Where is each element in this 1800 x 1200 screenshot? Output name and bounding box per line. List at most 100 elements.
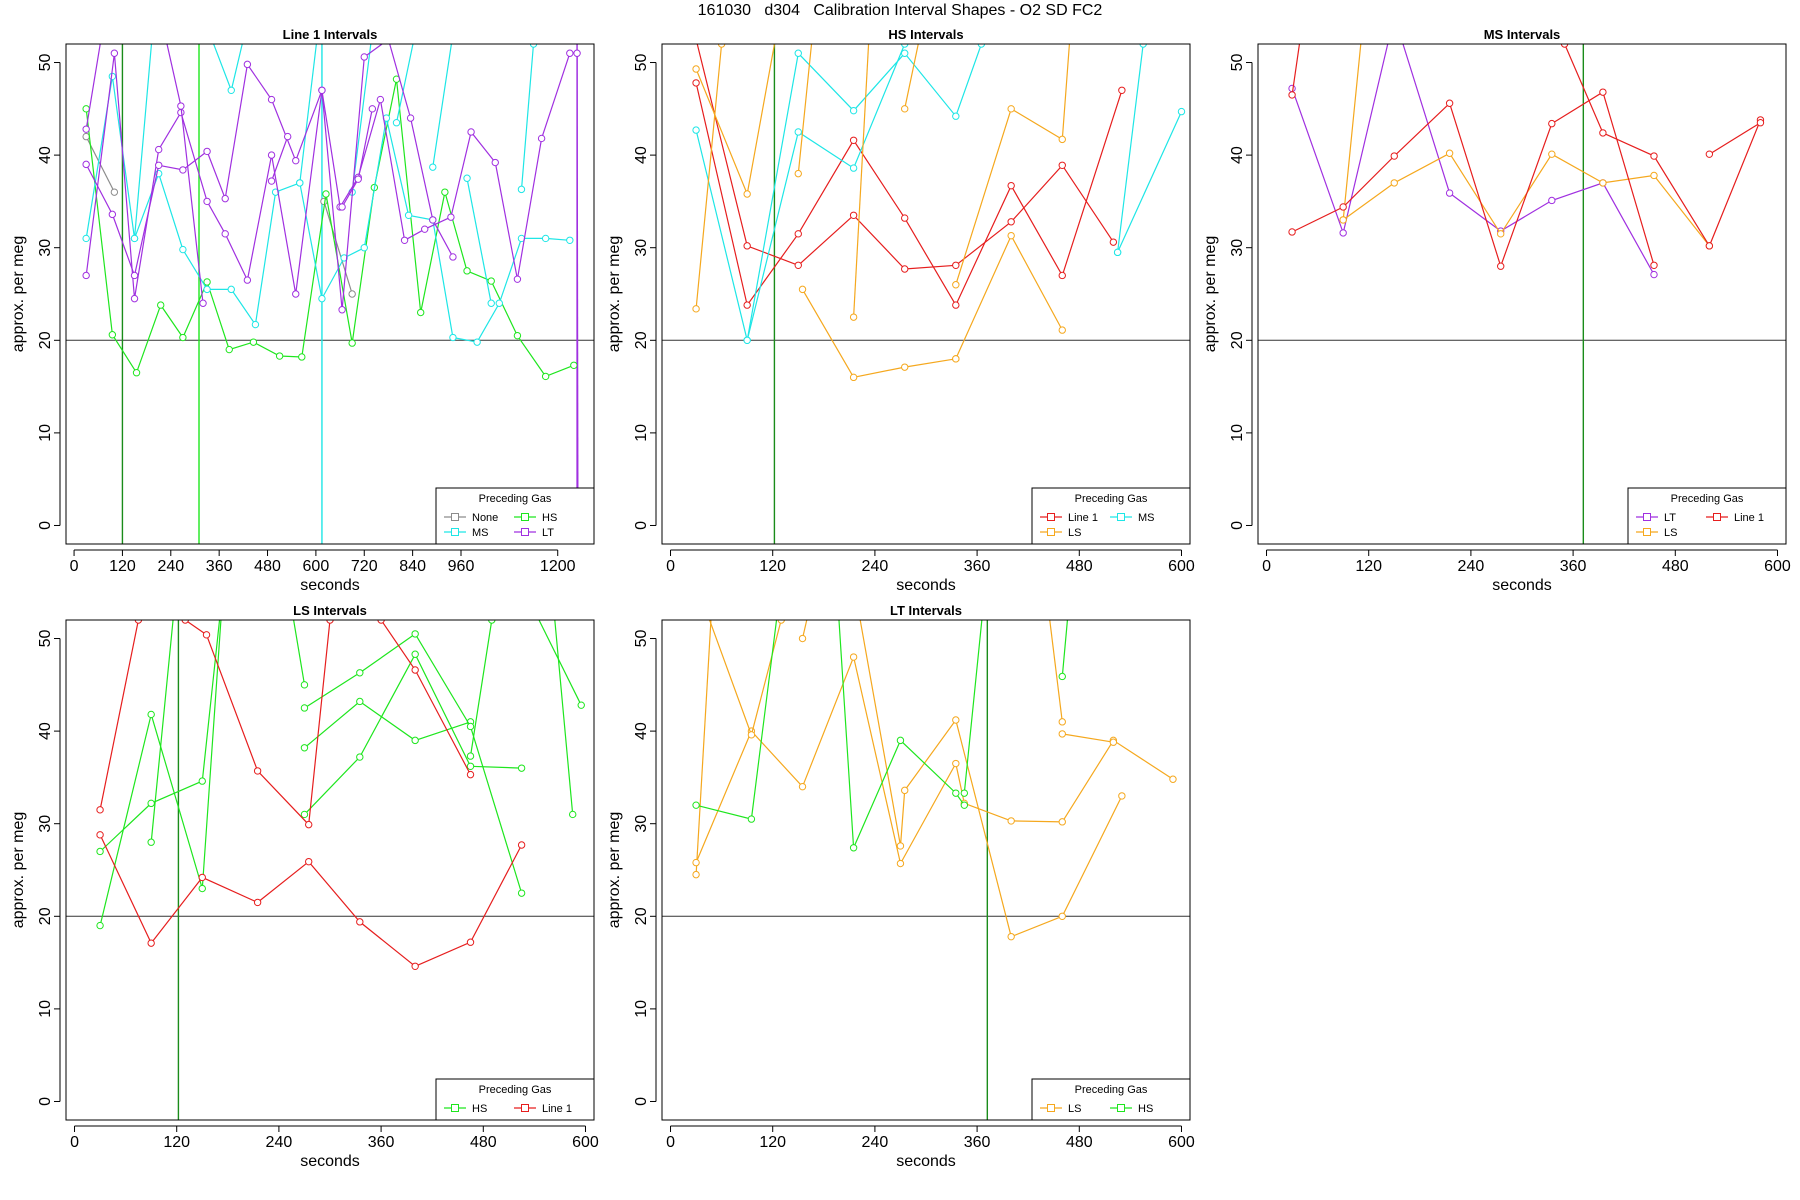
data-point — [1599, 179, 1607, 187]
data-point — [849, 313, 858, 321]
y-tick-label: 40 — [37, 722, 54, 740]
data-point — [1118, 86, 1126, 94]
data-point — [473, 338, 481, 346]
data-point — [243, 60, 252, 69]
series-line — [1291, 44, 1389, 236]
data-point — [466, 938, 475, 946]
data-point — [1007, 181, 1015, 190]
data-point — [1288, 228, 1296, 236]
data-point — [466, 752, 475, 760]
data-point — [253, 898, 262, 907]
data-point — [354, 175, 362, 183]
data-point — [1058, 161, 1066, 169]
data-point — [849, 164, 858, 172]
data-point — [202, 631, 211, 639]
data-point — [743, 190, 751, 198]
data-point — [1113, 248, 1122, 257]
series-line — [797, 44, 813, 174]
legend-label-ms: MS — [472, 527, 489, 539]
data-point — [1756, 119, 1765, 127]
data-point — [322, 190, 330, 198]
data-point — [449, 253, 457, 261]
data-point — [198, 777, 206, 785]
data-point — [717, 44, 726, 48]
data-point — [491, 158, 499, 167]
x-tick-label: 480 — [470, 1134, 497, 1151]
series-line — [746, 44, 906, 341]
legend-symbol-none — [451, 513, 459, 521]
data-point — [517, 764, 526, 772]
data-point — [221, 230, 229, 238]
data-point — [227, 86, 235, 94]
data-point — [692, 126, 700, 134]
panel-title: HS Intervals — [888, 27, 963, 42]
data-point — [794, 49, 802, 57]
data-point — [429, 163, 437, 171]
legend-symbol-lt — [1643, 513, 1651, 521]
legend-label-hs: HS — [472, 1103, 487, 1115]
data-point — [134, 620, 143, 624]
data-point — [849, 136, 858, 144]
x-axis-label: seconds — [896, 577, 956, 594]
data-point — [147, 939, 155, 947]
legend-symbol-ms — [451, 528, 459, 536]
data-point — [573, 49, 581, 57]
data-point — [692, 65, 700, 73]
x-tick-label: 240 — [157, 558, 184, 575]
data-point — [319, 0, 325, 1]
data-point — [1007, 817, 1015, 825]
data-point — [1445, 149, 1454, 157]
data-point — [693, 580, 699, 586]
series-line — [1061, 620, 1069, 677]
series-line — [1709, 122, 1761, 155]
data-point — [1109, 738, 1118, 746]
y-tick-label: 20 — [37, 331, 54, 349]
data-point — [743, 301, 751, 309]
data-point — [243, 276, 252, 284]
data-point — [411, 630, 419, 638]
data-point — [541, 234, 550, 243]
y-tick-label: 40 — [1229, 146, 1246, 164]
data-point — [296, 179, 304, 187]
x-tick-label: 120 — [109, 558, 136, 575]
data-point — [96, 831, 104, 839]
data-point — [416, 308, 425, 317]
legend-label-hs: HS — [1138, 1103, 1153, 1115]
data-point — [952, 789, 960, 797]
data-point — [952, 301, 960, 309]
data-point — [487, 299, 495, 307]
data-point — [305, 857, 313, 866]
data-point — [179, 245, 187, 254]
series-hs — [82, 75, 578, 381]
data-point — [198, 884, 206, 893]
x-axis-label: seconds — [300, 1153, 360, 1170]
panel-title: Line 1 Intervals — [283, 27, 378, 42]
data-point — [743, 242, 751, 250]
legend-symbol-ls — [1047, 528, 1055, 536]
data-point — [833, 580, 839, 586]
series-line — [695, 44, 723, 309]
data-point — [901, 363, 909, 371]
legend-symbol-hs — [451, 1104, 459, 1112]
data-point — [1650, 270, 1658, 279]
data-point — [513, 331, 522, 340]
data-point — [404, 211, 413, 219]
legend-symbol-line-1 — [1713, 513, 1721, 521]
x-axis-label: seconds — [1492, 577, 1552, 594]
data-point — [1339, 229, 1347, 237]
data-point — [794, 169, 802, 178]
y-tick-label: 20 — [37, 907, 54, 925]
series-line — [955, 44, 1071, 285]
legend-box — [435, 1078, 595, 1121]
series-line — [341, 108, 373, 208]
legend: Preceding Gas HS Line 1 — [435, 1078, 595, 1121]
data-point — [901, 105, 909, 113]
data-point — [710, 580, 716, 586]
legend-label-lt: LT — [542, 527, 554, 539]
series-lt — [82, 44, 582, 502]
data-point — [1705, 150, 1714, 158]
series-line — [432, 44, 453, 168]
series-line — [695, 44, 776, 197]
data-point — [376, 95, 385, 104]
